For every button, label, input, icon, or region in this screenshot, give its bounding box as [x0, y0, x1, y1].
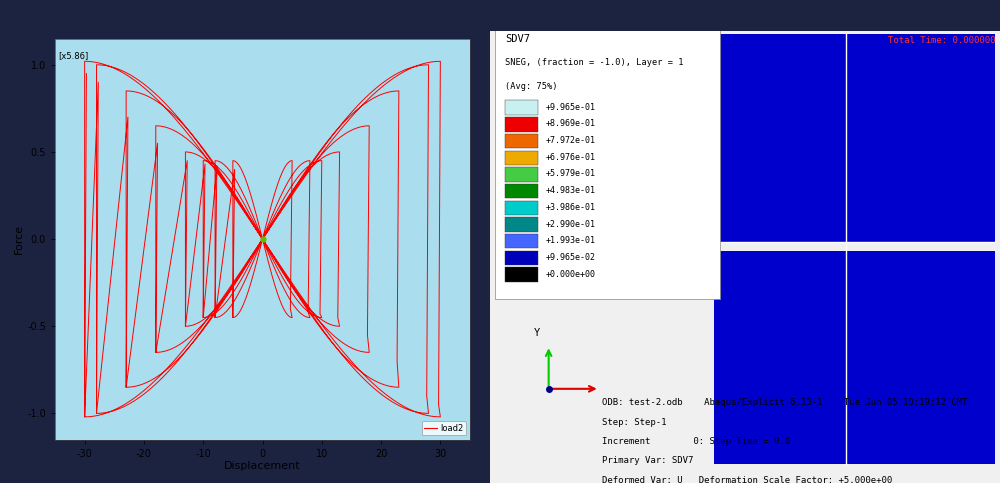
Text: Viewport: 2   ODB: G:/tongi_jinal/wei-cyclotest-2.odb: Viewport: 2 ODB: G:/tongi_jinal/wei-cycl… — [603, 13, 887, 21]
Bar — [505, 251, 538, 265]
Text: Y: Y — [533, 328, 540, 338]
Text: Step: Step-1: Step: Step-1 — [602, 418, 667, 427]
Text: Step: Step-1    Frame: 0: Step: Step-1 Frame: 0 — [866, 22, 995, 31]
Bar — [505, 234, 538, 248]
Bar — [714, 34, 995, 242]
Text: (Avg: 75%): (Avg: 75%) — [505, 82, 558, 91]
Bar — [505, 151, 538, 165]
Text: Deformed Var: U   Deformation Scale Factor: +5.000e+00: Deformed Var: U Deformation Scale Factor… — [602, 476, 892, 483]
Text: +6.976e-01: +6.976e-01 — [546, 153, 596, 162]
Text: Total Time: 0.000000: Total Time: 0.000000 — [888, 36, 995, 45]
Text: +5.979e-01: +5.979e-01 — [546, 170, 596, 178]
Bar — [505, 200, 538, 215]
Text: ODB: test-2.odb    Abaqus/Explicit 6.13-1    Tue Jun 05 10:19:12 GMT: ODB: test-2.odb Abaqus/Explicit 6.13-1 T… — [602, 398, 968, 408]
X-axis label: Displacement: Displacement — [224, 461, 301, 471]
Bar — [505, 167, 538, 182]
Y-axis label: Force: Force — [14, 224, 24, 254]
Legend: load2: load2 — [422, 421, 466, 435]
Text: +1.993e-01: +1.993e-01 — [546, 236, 596, 245]
Bar — [495, 24, 720, 299]
Text: +9.965e-02: +9.965e-02 — [546, 253, 596, 262]
Text: Primary Var: SDV7: Primary Var: SDV7 — [602, 456, 694, 466]
Text: +0.000e+00: +0.000e+00 — [546, 270, 596, 279]
Text: +4.983e-01: +4.983e-01 — [546, 186, 596, 195]
Bar — [505, 117, 538, 132]
Text: +7.972e-01: +7.972e-01 — [546, 136, 596, 145]
Bar — [505, 267, 538, 282]
Text: +9.965e-01: +9.965e-01 — [546, 103, 596, 112]
Bar — [505, 217, 538, 232]
Text: +8.969e-01: +8.969e-01 — [546, 119, 596, 128]
Bar — [505, 100, 538, 115]
Bar — [714, 251, 995, 464]
Text: [x5.86]: [x5.86] — [58, 51, 88, 60]
Text: Increment        0: Step Time = 0.0: Increment 0: Step Time = 0.0 — [602, 437, 790, 446]
Bar — [505, 184, 538, 199]
Bar — [505, 134, 538, 148]
Text: +2.990e-01: +2.990e-01 — [546, 220, 596, 228]
Text: SNEG, (fraction = -1.0), Layer = 1: SNEG, (fraction = -1.0), Layer = 1 — [505, 58, 684, 67]
Text: SDV7: SDV7 — [505, 34, 530, 44]
Text: +3.986e-01: +3.986e-01 — [546, 203, 596, 212]
Text: Viewport: 1    Plot: XYPlot-1: Viewport: 1 Plot: XYPlot-1 — [160, 12, 330, 22]
